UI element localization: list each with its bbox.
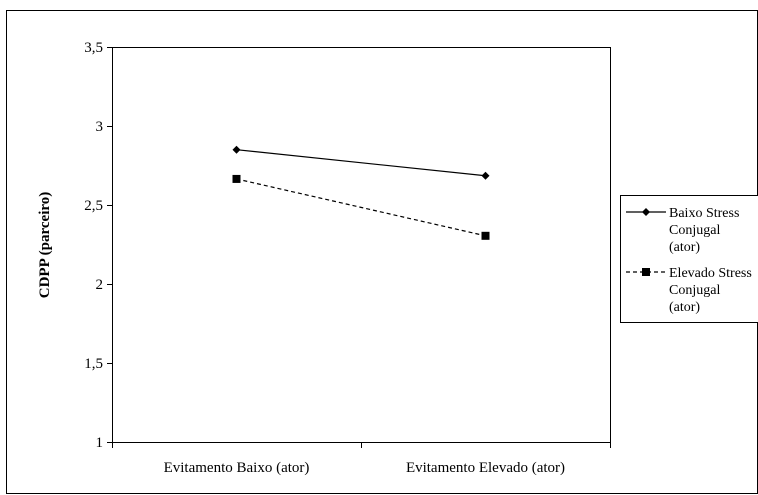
series-line	[236, 178, 486, 237]
data-point	[481, 231, 490, 240]
y-tick-label: 3	[96, 119, 104, 135]
legend-label-line: (ator)	[669, 240, 700, 255]
y-axis: 1 1,5 2 2,5 3 3,5	[84, 40, 112, 451]
y-tick-label: 1	[96, 435, 104, 451]
data-point	[481, 171, 490, 180]
plot-area	[112, 47, 611, 443]
data-point	[232, 145, 241, 154]
legend-label-line: (ator)	[669, 300, 700, 315]
x-axis: Evitamento Baixo (ator) Evitamento Elevad…	[112, 442, 611, 476]
series-2	[232, 174, 490, 240]
x-tick-label: Evitamento Baixo (ator)	[164, 460, 310, 476]
series-line	[236, 149, 486, 177]
legend-label-line: Conjugal	[669, 283, 720, 298]
legend-label-line: Elevado Stress	[669, 266, 752, 281]
y-tick-label: 1,5	[84, 356, 103, 372]
legend-entry-2: Elevado Stress Conjugal (ator)	[626, 266, 752, 315]
legend-marker	[642, 268, 650, 276]
y-tick-label: 2,5	[84, 198, 103, 214]
legend-label-line: Conjugal	[669, 223, 720, 238]
y-axis-title: CDPP (parceiro)	[37, 192, 53, 299]
data-point	[232, 174, 241, 183]
y-tick-label: 2	[96, 277, 104, 293]
y-tick-label: 3,5	[84, 40, 103, 56]
legend-marker	[642, 208, 650, 216]
series-1	[232, 145, 490, 180]
x-tick-label: Evitamento Elevado (ator)	[406, 460, 565, 476]
legend-entry-1: Baixo Stress Conjugal (ator)	[626, 206, 739, 255]
legend-box	[620, 195, 758, 323]
series-layer	[232, 145, 490, 240]
legend-label-line: Baixo Stress	[669, 206, 739, 221]
